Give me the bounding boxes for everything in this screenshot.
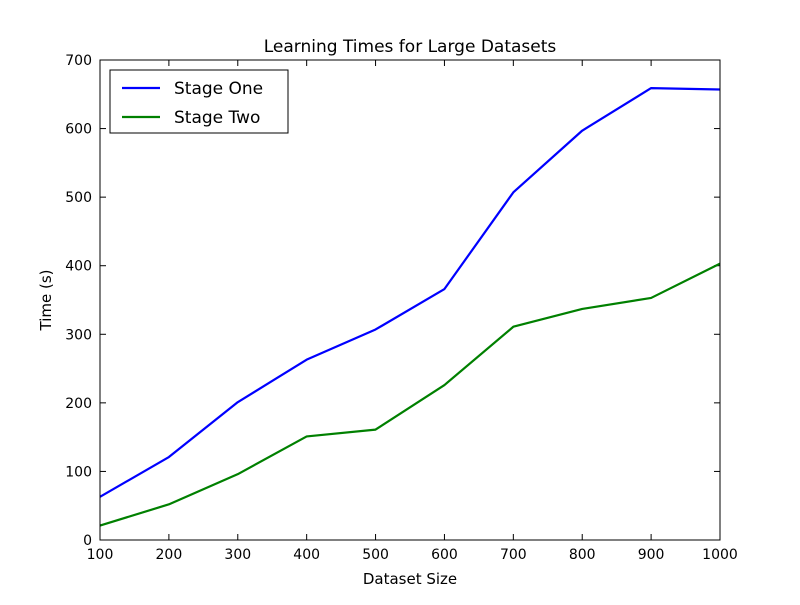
y-tick-label: 400 xyxy=(65,259,92,275)
y-axis-label: Time (s) xyxy=(37,270,55,332)
y-tick-label: 300 xyxy=(65,327,92,343)
y-tick-label: 500 xyxy=(65,190,92,206)
x-tick-label: 800 xyxy=(569,547,596,563)
legend-label: Stage One xyxy=(174,79,263,99)
legend-label: Stage Two xyxy=(174,108,260,128)
x-axis-label: Dataset Size xyxy=(363,570,457,588)
x-tick-label: 200 xyxy=(156,547,183,563)
chart-title: Learning Times for Large Datasets xyxy=(264,37,557,57)
x-tick-label: 600 xyxy=(431,547,458,563)
series-lines xyxy=(99,87,721,527)
y-tick-label: 600 xyxy=(65,122,92,138)
plot-area-frame xyxy=(99,59,721,541)
x-tick-label: 400 xyxy=(293,547,320,563)
series-line-stage-two xyxy=(99,262,721,527)
x-tick-label: 300 xyxy=(224,547,251,563)
x-tick-label: 900 xyxy=(638,547,665,563)
x-tick-label: 500 xyxy=(362,547,389,563)
axis-ticks: 100 200 300 400 500 600 700 800 900 1000010020030… xyxy=(65,53,738,563)
x-tick-label: 1000 xyxy=(702,547,738,563)
legend: Stage One Stage Two xyxy=(109,69,289,134)
y-tick-label: 100 xyxy=(65,464,92,480)
x-tick-label: 100 xyxy=(87,547,114,563)
y-tick-label: 200 xyxy=(65,396,92,412)
x-tick-label: 700 xyxy=(500,547,527,563)
legend-box xyxy=(109,69,289,134)
y-tick-label: 700 xyxy=(65,53,92,69)
y-tick-label: 0 xyxy=(83,533,92,549)
series-line-stage-one xyxy=(99,87,721,498)
